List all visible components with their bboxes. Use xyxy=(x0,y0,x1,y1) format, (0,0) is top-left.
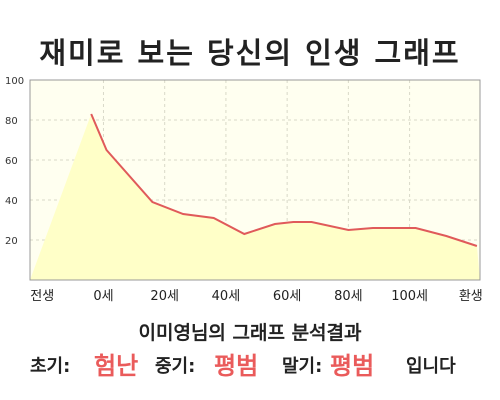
chart-title: 재미로 보는 당신의 인생 그래프 xyxy=(39,36,461,70)
late-value: 평범 xyxy=(330,352,375,380)
y-tick-label: 100 xyxy=(5,76,24,87)
early-label: 초기: xyxy=(30,356,71,377)
late-label: 말기: xyxy=(282,356,323,377)
mid-value: 평범 xyxy=(214,352,259,380)
plot-border xyxy=(29,79,481,281)
x-tick-label: 80세 xyxy=(334,289,363,304)
y-tick-label: 80 xyxy=(5,116,18,127)
y-tick-label: 60 xyxy=(5,156,18,167)
analysis-summary: 이미영님의 그래프 분석결과 xyxy=(138,322,362,344)
life-line xyxy=(90,113,478,247)
y-tick-label: 20 xyxy=(5,236,18,247)
x-tick-label: 100세 xyxy=(391,289,428,304)
x-axis-ticks: 전생 0세 20세 40세 60세 80세 100세 환생 xyxy=(30,289,482,304)
result-suffix: 입니다 xyxy=(406,356,456,377)
x-tick-label: 환생 xyxy=(459,289,483,304)
early-value: 험난 xyxy=(94,352,139,380)
x-tick-label: 전생 xyxy=(30,289,54,304)
analysis-result: 초기: 험난 중기: 평범 말기: 평범 입니다 xyxy=(0,344,500,384)
x-tick-label: 40세 xyxy=(212,289,241,304)
life-area xyxy=(30,114,480,280)
mid-label: 중기: xyxy=(155,356,196,377)
life-graph: 20 40 60 80 100 전생 0세 20세 40세 60세 80세 100세 환생 xyxy=(5,76,483,304)
x-tick-label: 60세 xyxy=(273,289,302,304)
x-tick-label: 0세 xyxy=(93,289,113,304)
y-tick-label: 40 xyxy=(5,196,18,207)
x-tick-label: 20세 xyxy=(150,289,179,304)
y-axis-ticks: 20 40 60 80 100 xyxy=(5,76,24,247)
